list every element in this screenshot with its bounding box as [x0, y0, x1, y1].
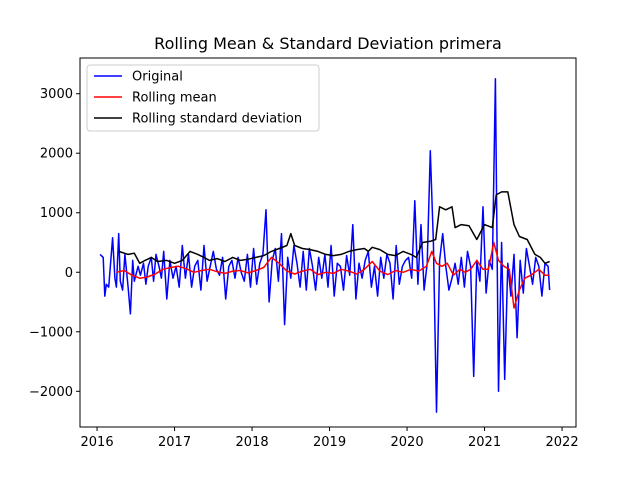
- x-axis-ticks: 2016 2017 2018 2019 2020 2021 2022: [81, 427, 579, 450]
- legend-label-2: Rolling standard deviation: [132, 112, 302, 127]
- plot-area: 2016 2017 2018 2019 2020 2021 2022 −2000 −1000 0…: [29, 57, 579, 450]
- chart-title: Rolling Mean & Standard Deviation primer…: [154, 34, 502, 53]
- x-tick-label: 2016: [81, 435, 114, 450]
- legend-label-1: Rolling mean: [132, 91, 217, 106]
- y-tick-label: −2000: [29, 385, 73, 400]
- legend-box: [86, 64, 320, 132]
- y-tick-label: 3000: [40, 87, 73, 102]
- y-tick-label: 1000: [40, 206, 73, 221]
- series-lines: [99, 78, 551, 413]
- y-axis-ticks: −2000 −1000 0 1000 2000 3000: [29, 87, 80, 400]
- series-line-2: [118, 191, 550, 265]
- axes-frame: [79, 57, 577, 428]
- x-tick-label: 2019: [313, 435, 346, 450]
- y-tick-label: 0: [65, 266, 73, 281]
- x-tick-label: 2020: [391, 435, 424, 450]
- series-line-1: [116, 241, 550, 309]
- series-line-0: [99, 78, 551, 413]
- legend: Original Rolling mean Rolling standard dev…: [86, 64, 320, 132]
- y-tick-label: 2000: [40, 147, 73, 162]
- x-tick-label: 2022: [546, 435, 579, 450]
- y-tick-label: −1000: [29, 325, 73, 340]
- legend-label-0: Original: [132, 70, 183, 85]
- x-tick-label: 2021: [468, 435, 501, 450]
- x-tick-label: 2017: [158, 435, 191, 450]
- x-tick-label: 2018: [236, 435, 269, 450]
